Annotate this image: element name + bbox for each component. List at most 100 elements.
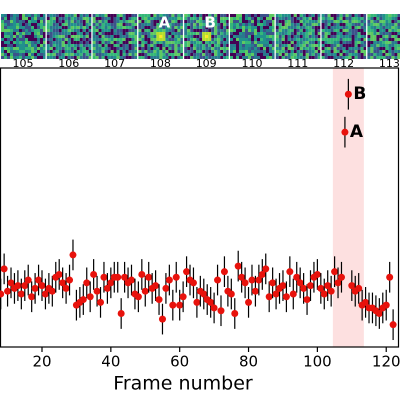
thumbnail-pixel bbox=[367, 56, 371, 59]
thumbnail-pixel bbox=[16, 53, 19, 56]
thumbnail-pixel bbox=[293, 47, 297, 50]
thumbnail-pixel bbox=[308, 53, 312, 56]
thumbnail-pixel bbox=[385, 35, 389, 38]
thumbnail-pixel bbox=[144, 38, 148, 41]
thumbnail-pixel bbox=[336, 29, 340, 32]
thumbnail-pixel bbox=[397, 56, 400, 59]
thumbnail-pixel bbox=[28, 14, 31, 17]
thumbnail-pixel bbox=[43, 50, 46, 53]
thumbnail-pixel bbox=[363, 50, 367, 53]
thumbnail-pixel bbox=[119, 32, 123, 35]
thumbnail-pixel bbox=[226, 32, 230, 35]
thumbnail-pixel bbox=[110, 14, 114, 17]
thumbnail-pixel bbox=[382, 53, 386, 56]
thumbnail-pixel bbox=[236, 44, 239, 47]
thumbnail-pixel bbox=[159, 26, 163, 29]
thumbnail-pixel bbox=[333, 26, 337, 29]
thumbnail-pixel bbox=[308, 56, 312, 59]
thumbnail-pixel bbox=[327, 44, 331, 47]
thumbnail-pixel bbox=[236, 35, 239, 38]
thumbnail-pixel bbox=[321, 53, 325, 56]
thumbnail-pixel bbox=[263, 47, 266, 50]
thumbnail-pixel bbox=[49, 20, 53, 23]
thumbnail-pixel bbox=[211, 32, 215, 35]
thumbnail-pixel bbox=[13, 35, 16, 38]
thumbnail-pixel bbox=[360, 44, 364, 47]
thumbnail-pixel bbox=[370, 50, 374, 53]
thumbnail-pixel bbox=[233, 38, 236, 41]
thumbnail-pixel bbox=[391, 47, 395, 50]
thumbnail-pixel bbox=[25, 35, 28, 38]
thumbnail-pixel bbox=[394, 50, 398, 53]
thumbnail-pixel bbox=[40, 47, 43, 50]
thumbnail-pixel bbox=[125, 17, 129, 20]
thumbnail-pixel bbox=[156, 38, 160, 41]
thumbnail-pixel bbox=[299, 50, 303, 53]
thumbnail-pixel bbox=[40, 44, 43, 47]
thumbnail-pixel bbox=[88, 32, 92, 35]
thumbnail-pixel bbox=[302, 14, 306, 17]
thumbnail-pixel bbox=[290, 23, 294, 26]
thumbnail-pixel bbox=[217, 56, 221, 59]
thumbnail-pixel bbox=[342, 17, 346, 20]
thumbnail-pixel bbox=[367, 38, 371, 41]
thumbnail-pixel bbox=[22, 38, 25, 41]
data-point bbox=[231, 310, 239, 318]
thumbnail-pixel bbox=[52, 26, 56, 29]
thumbnail-pixel bbox=[16, 41, 19, 44]
thumbnail-pixel bbox=[351, 44, 355, 47]
thumbnail-pixel bbox=[101, 32, 105, 35]
thumbnail-pixel bbox=[162, 56, 166, 59]
thumbnail-pixel bbox=[190, 29, 194, 32]
thumbnail-pixel bbox=[269, 47, 272, 50]
thumbnail-pixel bbox=[354, 38, 358, 41]
thumbnail-pixel bbox=[184, 17, 188, 20]
thumbnail-pixel bbox=[314, 23, 318, 26]
thumbnail-pixel bbox=[10, 44, 13, 47]
thumbnail-pixel bbox=[266, 29, 269, 32]
thumbnail-pixel bbox=[220, 56, 224, 59]
thumbnail-pixel bbox=[330, 41, 334, 44]
thumbnail-pixel bbox=[10, 17, 13, 20]
thumbnail-pixel bbox=[205, 35, 209, 38]
thumbnail-pixel bbox=[101, 29, 105, 32]
thumbnail-pixel bbox=[317, 32, 321, 35]
thumbnail-pixel bbox=[345, 53, 349, 56]
thumbnail-pixel bbox=[360, 23, 364, 26]
thumbnail-pixel bbox=[199, 56, 203, 59]
thumbnail-pixel bbox=[388, 23, 392, 26]
thumbnail-pixel bbox=[263, 26, 266, 29]
thumbnail-pixel bbox=[162, 23, 166, 26]
thumbnail-pixel bbox=[317, 26, 321, 29]
thumbnail-pixel bbox=[150, 14, 154, 17]
thumbnail-pixel bbox=[64, 44, 68, 47]
thumbnail-pixel bbox=[34, 20, 37, 23]
x-axis-label: Frame number bbox=[113, 373, 253, 395]
thumbnail-pixel bbox=[98, 14, 102, 17]
thumbnail-pixel bbox=[76, 53, 80, 56]
thumbnail-pixel bbox=[113, 32, 117, 35]
thumbnail-pixel bbox=[22, 23, 25, 26]
thumbnail-pixel bbox=[357, 29, 361, 32]
thumbnail-pixel bbox=[248, 17, 251, 20]
data-point bbox=[114, 273, 122, 281]
thumbnail-pixel bbox=[360, 32, 364, 35]
thumbnail-pixel bbox=[211, 47, 215, 50]
thumbnail-pixel bbox=[79, 20, 83, 23]
thumbnail-pixel bbox=[214, 35, 218, 38]
thumbnail-pixel bbox=[214, 53, 218, 56]
thumbnail-pixel bbox=[76, 20, 80, 23]
thumbnail-pixel bbox=[211, 50, 215, 53]
thumbnail-pixel bbox=[211, 23, 215, 26]
thumbnail-pixel bbox=[321, 23, 325, 26]
thumbnail-pixel bbox=[40, 38, 43, 41]
thumbnail-pixel bbox=[360, 17, 364, 20]
thumbnail-pixel bbox=[104, 35, 108, 38]
thumbnail-pixel bbox=[299, 47, 303, 50]
thumbnail-pixel bbox=[4, 14, 7, 17]
thumbnail-pixel bbox=[305, 56, 309, 59]
thumbnail-pixel bbox=[7, 29, 10, 32]
thumbnail-pixel bbox=[4, 35, 7, 38]
thumbnail-pixel bbox=[287, 23, 291, 26]
data-point bbox=[0, 265, 8, 273]
